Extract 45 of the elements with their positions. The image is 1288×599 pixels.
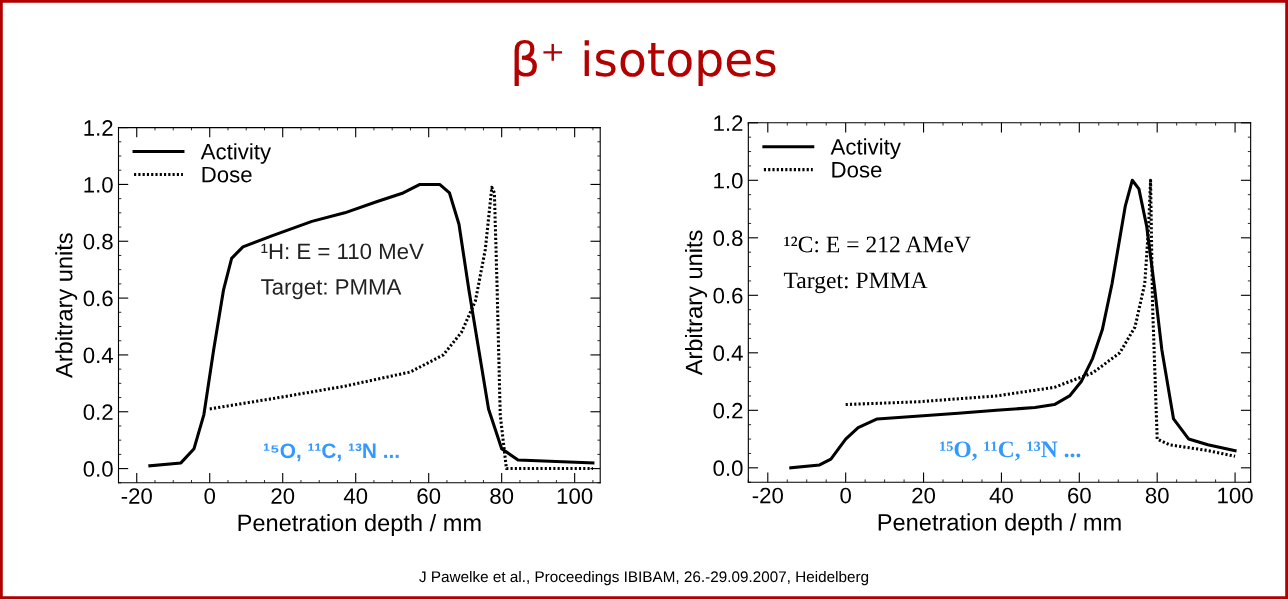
line-series <box>148 182 595 468</box>
text: J Pawelke et al., Proceedings IBIBAM, 26.-29.09.2007, Heidelberg <box>419 570 869 586</box>
y-axis-title: Arbitrary units <box>55 233 78 378</box>
annotation: ¹⁵O, ¹¹C, ¹³N ... <box>263 443 399 462</box>
chart-title: β⁺ isotopes <box>514 39 776 86</box>
y-tick-label: 0.6 <box>83 290 113 307</box>
x-tick-label: -20 <box>752 487 783 504</box>
x-tick-label: -20 <box>121 488 152 504</box>
legend-label: Activity <box>830 138 901 160</box>
x-tick-label: 60 <box>1068 487 1091 504</box>
y-tick-label: 0.0 <box>713 460 743 477</box>
y-tick-label: 1.0 <box>84 176 113 193</box>
x-tick-label: 80 <box>1145 487 1169 504</box>
x-tick-label: 100 <box>557 488 593 504</box>
y-tick-label: 0.0 <box>83 461 113 477</box>
x-tick-label: 60 <box>417 488 441 504</box>
y-tick-label: 0.4 <box>713 345 743 362</box>
y-tick-label: 0.4 <box>83 347 113 364</box>
x-tick-label: 80 <box>490 488 514 504</box>
x-axis-title: Penetration depth / mm <box>878 513 1121 536</box>
y-tick-label: 1.0 <box>714 172 743 189</box>
annotation: ¹H: E = 110 MeV <box>261 243 424 260</box>
x-tick-label: 0 <box>840 487 851 504</box>
annotation: ¹²C: E = 212 AMeV <box>784 236 971 253</box>
annotation: Target: PMMA <box>261 279 402 300</box>
annotation: ¹⁵O, ¹¹C, ¹³N ... <box>940 441 1081 461</box>
y-tick-label: 1.2 <box>714 115 743 131</box>
legend-label: Activity <box>200 143 272 164</box>
x-tick-label: 40 <box>989 487 1013 504</box>
legend-label: Dose <box>202 166 252 183</box>
y-tick-label: 0.2 <box>713 402 743 419</box>
y-tick-label: 1.2 <box>84 120 113 136</box>
y-tick-label: 0.6 <box>713 287 743 304</box>
x-tick-label: 100 <box>1218 487 1253 504</box>
y-tick-label: 0.2 <box>83 404 113 421</box>
x-tick-label: 20 <box>271 488 295 504</box>
x-axis-title: Penetration depth / mm <box>238 513 481 536</box>
x-tick-label: 40 <box>343 488 368 504</box>
y-tick-label: 0.8 <box>83 233 113 250</box>
x-tick-label: 0 <box>204 488 216 504</box>
y-tick-label: 0.8 <box>713 230 743 247</box>
legend-label: Dose <box>832 162 882 178</box>
x-tick-label: 20 <box>912 487 936 504</box>
annotation: Target: PMMA <box>783 272 928 294</box>
y-axis-title: Arbitrary units <box>685 230 708 376</box>
